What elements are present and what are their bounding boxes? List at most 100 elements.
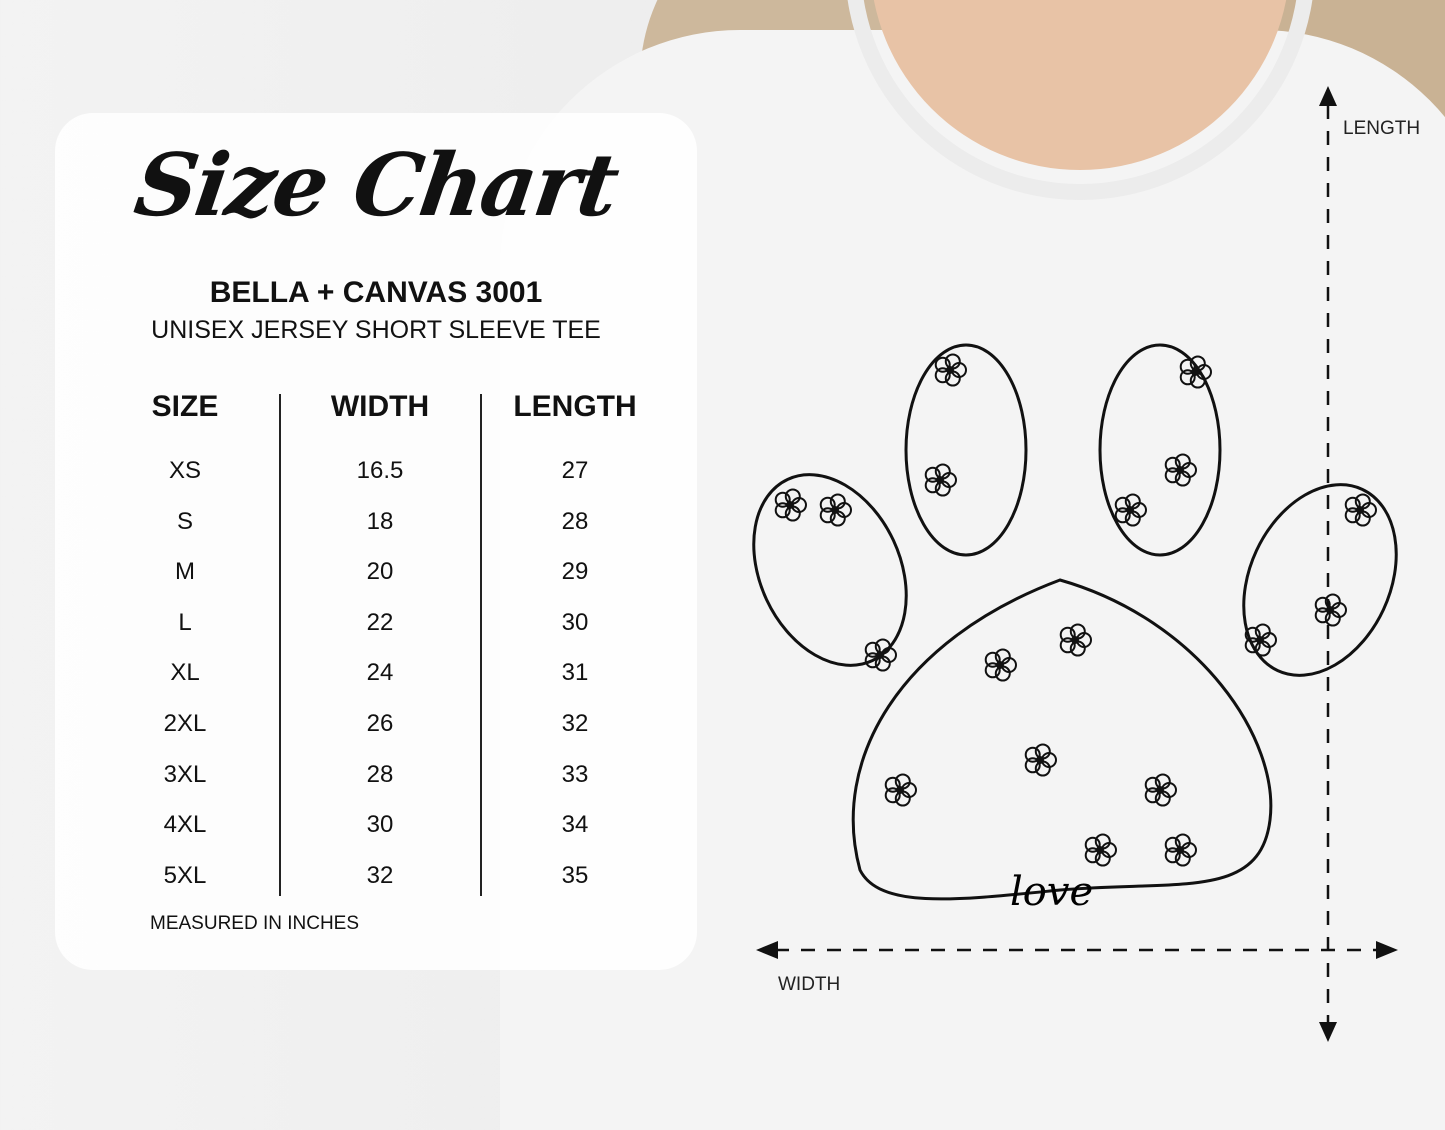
flower-petal xyxy=(1244,637,1261,654)
love-script: love xyxy=(1010,869,1093,915)
flower-center xyxy=(946,366,954,374)
table-cell: 30 xyxy=(561,608,589,636)
flower-center xyxy=(1176,466,1184,474)
flower-petal xyxy=(1084,847,1101,864)
flower-center xyxy=(1191,368,1199,376)
units-note: MEASURED IN INCHES xyxy=(150,913,360,934)
arrow-up-icon xyxy=(1319,86,1337,106)
column-header: WIDTH xyxy=(330,390,430,423)
flower-petal xyxy=(774,491,791,508)
flower-petal xyxy=(774,502,791,519)
flower-center xyxy=(1071,636,1079,644)
table-cell: 34 xyxy=(561,811,589,839)
length-label: LENGTH xyxy=(1343,118,1421,139)
chart-title: Size Chart xyxy=(128,135,624,236)
flower-petal xyxy=(1084,836,1101,853)
flower-petal xyxy=(1314,607,1331,624)
table-cell: 31 xyxy=(561,659,589,687)
flower-petal xyxy=(1144,787,1161,804)
table-cell: S xyxy=(176,507,193,535)
table-cell: 5XL xyxy=(163,861,207,889)
flower-petal xyxy=(1244,626,1261,643)
flower-center xyxy=(1156,786,1164,794)
paw-pad xyxy=(851,578,1273,901)
table-cell: 28 xyxy=(561,507,589,535)
flower-petal xyxy=(924,466,941,483)
flower-petal xyxy=(1059,637,1076,654)
table-cell: 4XL xyxy=(163,811,207,839)
flower-center xyxy=(996,661,1004,669)
flower-petal xyxy=(1114,507,1131,524)
flower-petal xyxy=(924,477,941,494)
paw-toe xyxy=(1098,343,1222,557)
flower-center xyxy=(896,786,904,794)
table-cell: 32 xyxy=(561,710,589,737)
flower-petal xyxy=(864,641,881,658)
flower-center xyxy=(936,476,944,484)
column-header: SIZE xyxy=(151,390,219,423)
arrow-right-icon xyxy=(1376,941,1398,959)
flower-center xyxy=(831,506,839,514)
flower-petal xyxy=(1179,369,1196,386)
table-cell: 27 xyxy=(561,457,589,484)
table-cell: 20 xyxy=(366,558,394,586)
product-name: UNISEX JERSEY SHORT SLEEVE TEE xyxy=(151,316,601,344)
flower-petal xyxy=(819,496,836,513)
table-cell: 30 xyxy=(366,811,394,839)
flower-center xyxy=(1256,636,1264,644)
table-cell: 22 xyxy=(366,608,394,636)
flower-petal xyxy=(1164,467,1181,484)
flower-center xyxy=(1126,506,1134,514)
table-cell: 32 xyxy=(366,861,394,889)
flower-petal xyxy=(1314,596,1331,613)
table-cell: 26 xyxy=(366,710,394,737)
table-cell: 35 xyxy=(561,861,589,889)
flower-petal xyxy=(884,787,901,804)
flower-center xyxy=(786,501,794,509)
flower-center xyxy=(1356,506,1364,514)
table-cell: 3XL xyxy=(163,760,207,788)
table-cell: L xyxy=(178,608,192,636)
paw-toe xyxy=(752,473,908,667)
arrow-left-icon xyxy=(756,941,778,959)
flower-petal xyxy=(1024,746,1041,763)
flower-petal xyxy=(1164,836,1181,853)
flower-center xyxy=(876,651,884,659)
table-cell: 28 xyxy=(366,760,394,788)
flower-center xyxy=(1176,846,1184,854)
column-divider xyxy=(279,394,281,896)
table-cell: M xyxy=(175,558,195,586)
flower-petal xyxy=(1144,776,1161,793)
paw-toe xyxy=(904,343,1028,557)
flower-center xyxy=(1036,756,1044,764)
arrow-down-icon xyxy=(1319,1022,1337,1042)
flower-petal xyxy=(1114,496,1131,513)
table-cell: 24 xyxy=(366,659,394,687)
flower-petal xyxy=(1059,626,1076,643)
table-cell: 29 xyxy=(561,558,589,586)
flower-petal xyxy=(1344,496,1361,513)
flower-petal xyxy=(934,367,951,384)
flower-petal xyxy=(1179,358,1196,375)
column-divider xyxy=(480,394,482,896)
paw-print-design: love xyxy=(752,86,1398,1042)
flower-petal xyxy=(934,356,951,373)
table-cell: 33 xyxy=(561,760,589,788)
flower-petal xyxy=(984,662,1001,679)
table-cell: XL xyxy=(170,659,200,687)
width-label: WIDTH xyxy=(778,974,841,995)
paw-toe xyxy=(1242,483,1398,677)
flower-petal xyxy=(1164,456,1181,473)
flower-petal xyxy=(984,651,1001,668)
flower-petal xyxy=(1024,757,1041,774)
table-cell: XS xyxy=(168,457,201,484)
flower-petal xyxy=(884,776,901,793)
flower-petal xyxy=(1344,507,1361,524)
table-cell: 16.5 xyxy=(356,457,404,484)
flower-petal xyxy=(1164,847,1181,864)
size-chart-panel xyxy=(55,113,697,970)
flower-petal xyxy=(864,652,881,669)
flower-petal xyxy=(819,507,836,524)
flower-center xyxy=(1096,846,1104,854)
brand-model: BELLA + CANVAS 3001 xyxy=(209,276,543,309)
